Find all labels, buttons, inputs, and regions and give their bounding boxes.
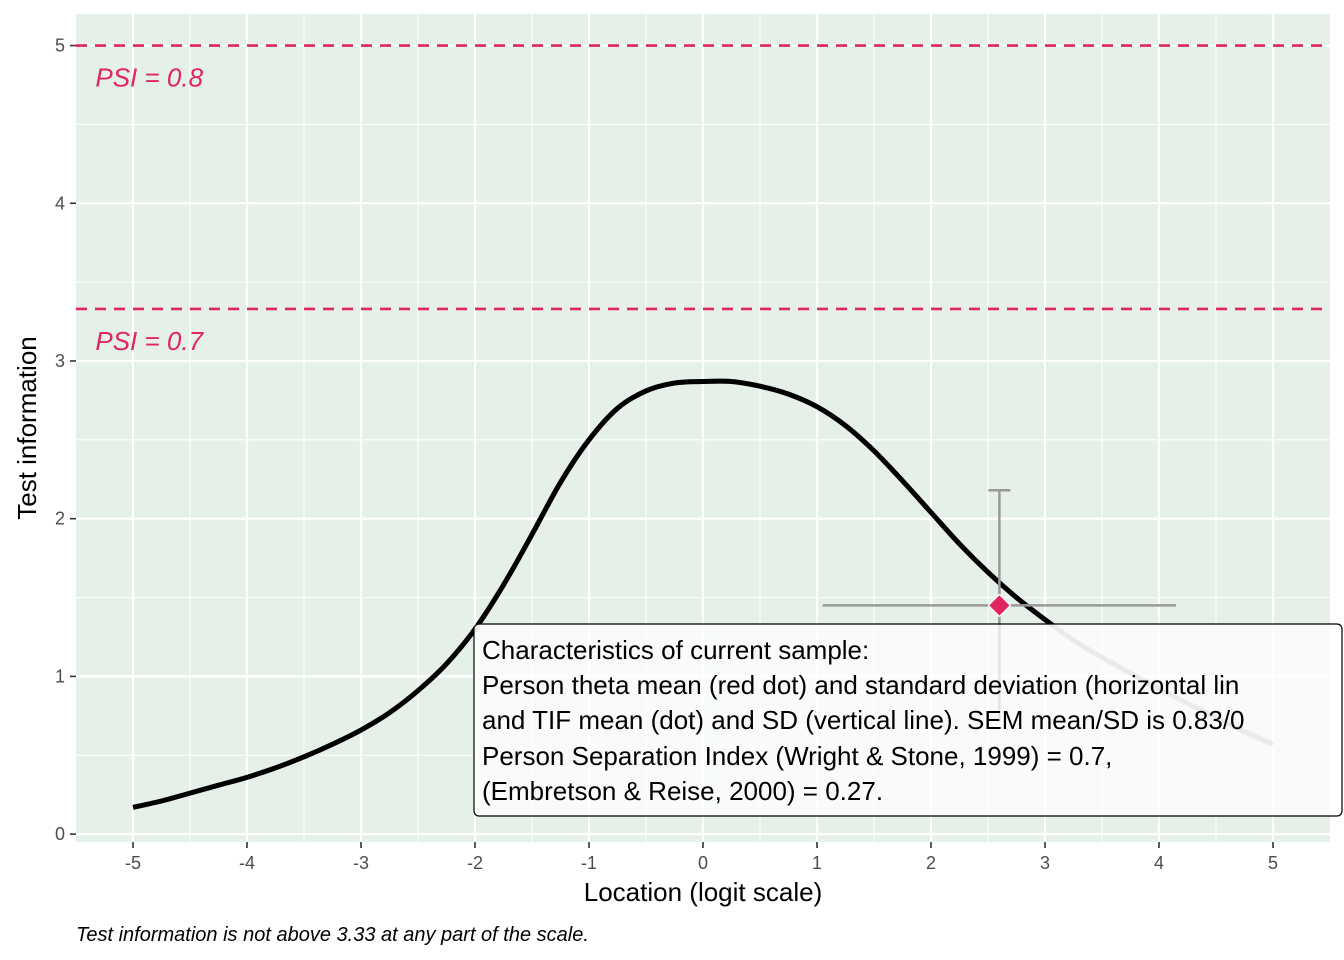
- annotation-line: and TIF mean (dot) and SD (vertical line…: [482, 705, 1245, 735]
- y-tick-label: 0: [55, 824, 65, 844]
- x-tick-label: 0: [698, 853, 708, 873]
- psi-labels: PSI = 0.8 PSI = 0.7: [95, 63, 204, 356]
- y-tick-label: 5: [55, 36, 65, 56]
- annotation-line: Characteristics of current sample:: [482, 635, 869, 665]
- x-axis: -5 -4 -3 -2 -1 0 1 2 3 4 5: [125, 842, 1278, 873]
- y-tick-label: 2: [55, 509, 65, 529]
- chart-caption: Test information is not above 3.33 at an…: [76, 924, 589, 946]
- y-axis-title: Test information: [12, 336, 42, 520]
- sample-characteristics-box: Characteristics of current sample: Perso…: [473, 623, 1343, 817]
- person-mean-marker: [987, 593, 1012, 618]
- y-axis: 0 1 2 3 4 5: [55, 36, 76, 844]
- annotation-line: (Embretson & Reise, 2000) = 0.27.: [482, 776, 883, 806]
- psi-reference-lines: [76, 44, 1330, 311]
- psi-label: PSI = 0.7: [95, 326, 204, 356]
- x-tick-label: 2: [926, 853, 936, 873]
- x-tick-label: 1: [812, 853, 822, 873]
- y-tick-label: 3: [55, 351, 65, 371]
- annotation-line: Person theta mean (red dot) and standard…: [482, 670, 1239, 700]
- x-tick-label: -5: [125, 853, 141, 873]
- x-tick-label: -4: [239, 853, 255, 873]
- x-tick-label: 5: [1268, 853, 1278, 873]
- y-tick-label: 4: [55, 193, 65, 213]
- x-axis-title: Location (logit scale): [584, 877, 822, 907]
- x-tick-label: -2: [467, 853, 483, 873]
- x-tick-label: -1: [581, 853, 597, 873]
- psi-label: PSI = 0.8: [95, 63, 203, 93]
- person-mean-marker-layer: [987, 593, 1012, 618]
- annotation-box: [473, 623, 1343, 817]
- annotation-line: Person Separation Index (Wright & Stone,…: [482, 741, 1112, 771]
- x-tick-label: 3: [1040, 853, 1050, 873]
- x-tick-label: 4: [1154, 853, 1164, 873]
- x-tick-label: -3: [353, 853, 369, 873]
- y-tick-label: 1: [55, 666, 65, 686]
